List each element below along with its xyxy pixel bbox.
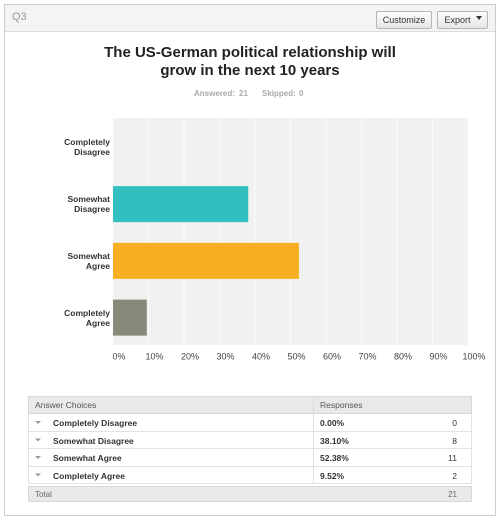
x-tick-label: 30% bbox=[216, 351, 234, 361]
dropdown-arrow bbox=[476, 16, 482, 20]
x-tick-label: 50% bbox=[287, 351, 305, 361]
response-percent: 38.10% bbox=[320, 435, 349, 446]
card bbox=[4, 4, 496, 516]
table-row bbox=[28, 431, 472, 449]
x-tick-label: 20% bbox=[181, 351, 199, 361]
answer-choice: Completely Agree bbox=[53, 470, 125, 481]
table-row bbox=[28, 449, 472, 467]
y-tick-label: Somewhat Disagree bbox=[67, 194, 110, 215]
chart-title: The US-German political relationship wil… bbox=[104, 44, 396, 79]
table-row bbox=[28, 466, 472, 484]
x-tick-label: 90% bbox=[429, 351, 447, 361]
x-tick-label: 60% bbox=[323, 351, 341, 361]
stat-value: 0 bbox=[299, 89, 304, 98]
response-percent: 0.00% bbox=[320, 418, 345, 428]
stat-value: 21 bbox=[239, 89, 248, 98]
expand-arrow bbox=[35, 473, 41, 477]
question-number: Q3 bbox=[12, 11, 27, 23]
x-tick-label: 70% bbox=[358, 351, 376, 361]
response-percent: 9.52% bbox=[320, 470, 345, 481]
customize-button[interactable]: Customize bbox=[376, 11, 432, 29]
y-tick-label: Completely Agree bbox=[64, 307, 110, 328]
expand-arrow bbox=[35, 456, 41, 459]
response-count: 2 bbox=[452, 470, 457, 481]
response-count: 0 bbox=[452, 418, 457, 428]
total-row bbox=[28, 486, 472, 502]
y-tick-label: Completely Disagree bbox=[64, 137, 110, 158]
response-count: 8 bbox=[452, 435, 457, 446]
x-tick-label: 10% bbox=[145, 351, 163, 361]
expand-arrow bbox=[35, 421, 41, 424]
column-divider bbox=[313, 396, 314, 484]
stat-label: Answered: bbox=[194, 89, 235, 98]
bar bbox=[113, 186, 249, 223]
x-tick-label: 40% bbox=[252, 351, 270, 361]
x-tick-label: 0% bbox=[112, 351, 125, 361]
total-value: 21 bbox=[448, 490, 457, 499]
table-header bbox=[28, 396, 472, 414]
x-tick-label: 100% bbox=[462, 351, 485, 361]
response-count: 11 bbox=[448, 453, 457, 463]
bar bbox=[113, 299, 147, 336]
stat-label: Skipped: bbox=[262, 89, 296, 98]
answer-choice: Completely Disagree bbox=[53, 418, 138, 428]
bar bbox=[113, 242, 299, 279]
answer-choice: Somewhat Disagree bbox=[53, 435, 134, 446]
total-label: Total bbox=[35, 490, 52, 499]
export-button[interactable]: Export bbox=[437, 11, 488, 29]
column-header: Answer Choices bbox=[35, 400, 97, 410]
response-percent: 52.38% bbox=[320, 453, 349, 463]
answer-choice: Somewhat Agree bbox=[53, 453, 122, 463]
table-row bbox=[28, 414, 472, 432]
column-header: Responses bbox=[320, 400, 363, 410]
expand-arrow bbox=[35, 438, 41, 442]
x-tick-label: 80% bbox=[394, 351, 412, 361]
y-tick-label: Somewhat Agree bbox=[67, 250, 110, 271]
